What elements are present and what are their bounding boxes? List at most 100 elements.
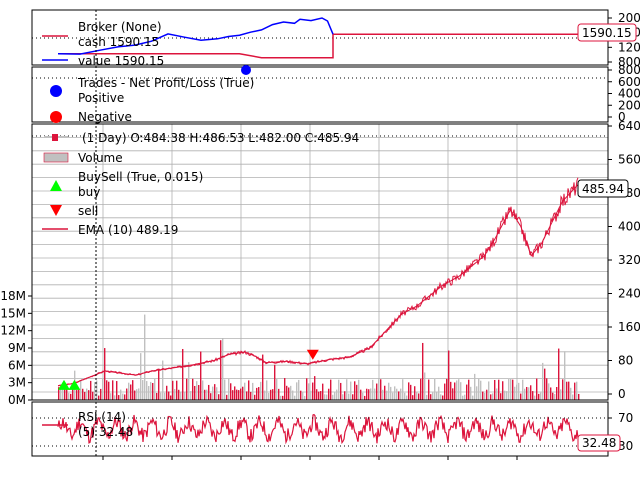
volume-bar <box>66 383 68 400</box>
volume-bar <box>162 360 164 400</box>
volume-bar <box>482 391 484 400</box>
volume-bar <box>84 391 86 400</box>
volume-bar <box>554 394 556 400</box>
volume-bar <box>190 391 192 400</box>
volume-bar <box>498 379 500 400</box>
volume-bar <box>364 395 366 400</box>
volume-bar <box>526 386 528 400</box>
volume-bar <box>500 393 502 400</box>
volume-bar <box>268 392 270 400</box>
volume-bar <box>434 378 436 400</box>
volume-bar <box>492 393 494 400</box>
volume-bar <box>152 383 154 400</box>
volume-bar <box>468 379 470 400</box>
volume-bar <box>244 382 246 400</box>
sell-legend-label: sell <box>78 204 98 218</box>
volume-bar <box>538 393 540 400</box>
volume-tick-label: 0M <box>8 393 26 407</box>
volume-bar <box>320 391 322 400</box>
broker-value-line <box>57 17 334 55</box>
volume-bar <box>176 380 178 400</box>
volume-bar <box>430 394 432 400</box>
volume-bar <box>336 389 338 400</box>
buy-marker <box>58 379 70 390</box>
volume-bar <box>186 378 188 400</box>
volume-bar <box>204 389 206 400</box>
volume-bar <box>576 381 578 400</box>
rsi-line <box>57 413 579 445</box>
volume-bar <box>212 386 214 400</box>
volume-bar <box>240 388 242 400</box>
volume-bar <box>250 391 252 400</box>
volume-bar <box>290 385 292 400</box>
volume-bar <box>196 381 198 400</box>
trades-panel-frame <box>31 66 609 123</box>
volume-bar <box>392 392 394 400</box>
volume-bar <box>360 389 362 400</box>
rsi-tick-label: 30 <box>618 439 633 453</box>
volume-bar <box>432 392 434 400</box>
volume-bar <box>528 387 530 400</box>
volume-bar <box>60 388 62 400</box>
trade-positive-point <box>241 65 251 75</box>
volume-bar <box>112 380 114 400</box>
volume-bar <box>542 362 544 400</box>
volume-bar <box>254 394 256 400</box>
volume-bar <box>400 388 402 400</box>
volume-bar <box>520 393 522 400</box>
volume-bar <box>386 390 388 400</box>
volume-bar <box>476 386 478 400</box>
sell-markers <box>306 349 319 360</box>
volume-bar <box>230 383 232 400</box>
price-grid <box>32 123 608 400</box>
volume-bar <box>134 390 136 400</box>
volume-bar <box>540 392 542 400</box>
volume-bar <box>78 389 80 400</box>
volume-bar <box>422 342 424 400</box>
volume-bar <box>340 382 342 400</box>
volume-bar <box>530 385 532 400</box>
volume-bar <box>102 378 104 400</box>
volume-bar <box>532 391 534 400</box>
cash-legend-label: cash 1590.15 <box>78 35 159 49</box>
trades-tick-label: 400 <box>618 87 640 101</box>
volume-bar <box>310 390 312 400</box>
volume-bar <box>248 380 250 400</box>
volume-bar <box>522 379 524 400</box>
volume-legend-swatch <box>43 152 69 163</box>
volume-bar <box>484 392 486 400</box>
volume-bar <box>116 381 118 400</box>
volume-bar <box>300 390 302 400</box>
volume-bar <box>578 393 580 400</box>
volume-bar <box>358 379 360 400</box>
volume-bar <box>568 381 570 400</box>
volume-bar <box>64 384 66 400</box>
volume-bar <box>516 384 518 400</box>
volume-bar <box>170 395 172 400</box>
volume-bar <box>188 362 190 400</box>
sell-legend-marker <box>50 205 62 216</box>
negative-legend-marker <box>50 111 62 123</box>
volume-bar <box>570 387 572 400</box>
volume-bar <box>316 389 318 400</box>
volume-bar <box>380 379 382 400</box>
negative-legend-label: Negative <box>78 110 132 124</box>
volume-bar <box>546 378 548 400</box>
volume-bar <box>126 388 128 400</box>
volume-bar <box>252 382 254 400</box>
volume-yticks: 18M 15M 12M 9M 6M 3M 0M <box>0 289 32 407</box>
volume-bar <box>256 387 258 400</box>
trades-tick-label: 200 <box>618 98 640 112</box>
price-tick-label: 400 <box>618 220 640 234</box>
volume-bar <box>132 380 134 400</box>
rsi-tag-box <box>577 434 621 452</box>
buy-legend-marker <box>50 180 62 191</box>
volume-bar <box>238 390 240 400</box>
buy-marker <box>68 379 81 390</box>
volume-bar <box>574 382 576 400</box>
volume-bar <box>368 389 370 400</box>
volume-bar <box>440 394 442 400</box>
volume-bar <box>294 395 296 400</box>
